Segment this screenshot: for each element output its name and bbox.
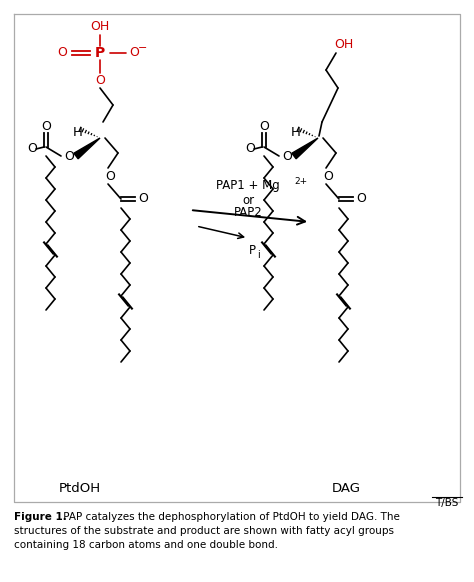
Text: O: O [282, 150, 292, 162]
Text: or: or [242, 193, 254, 207]
Text: H: H [291, 126, 301, 139]
Polygon shape [74, 138, 100, 159]
Text: O: O [245, 143, 255, 155]
Text: DAG: DAG [331, 481, 361, 495]
Text: structures of the substrate and product are shown with fatty acyl groups: structures of the substrate and product … [14, 526, 394, 536]
Text: OH: OH [334, 38, 354, 51]
Text: P: P [249, 243, 256, 257]
Text: PAP catalyzes the dephosphorylation of PtdOH to yield DAG. The: PAP catalyzes the dephosphorylation of P… [60, 512, 400, 522]
Text: O: O [57, 47, 67, 59]
Text: O: O [105, 169, 115, 183]
Text: O: O [138, 193, 148, 205]
Text: i: i [257, 250, 260, 260]
Text: PAP2: PAP2 [234, 207, 263, 219]
Text: containing 18 carbon atoms and one double bond.: containing 18 carbon atoms and one doubl… [14, 540, 278, 550]
Text: H: H [73, 126, 83, 139]
Text: O: O [356, 193, 366, 205]
Text: O: O [259, 119, 269, 133]
Text: −: − [138, 43, 148, 53]
Text: O: O [41, 119, 51, 133]
Text: P: P [95, 46, 105, 60]
Text: Figure 1.: Figure 1. [14, 512, 67, 522]
Text: T/BS: T/BS [435, 498, 459, 508]
Polygon shape [292, 138, 318, 159]
Text: O: O [64, 150, 74, 162]
Text: PAP1 + Mg: PAP1 + Mg [216, 179, 280, 193]
Text: O: O [95, 73, 105, 87]
Text: O: O [323, 169, 333, 183]
Text: 2+: 2+ [294, 178, 307, 186]
Text: O: O [129, 47, 139, 59]
Text: O: O [27, 143, 37, 155]
Text: OH: OH [91, 20, 109, 34]
Text: PtdOH: PtdOH [59, 481, 101, 495]
